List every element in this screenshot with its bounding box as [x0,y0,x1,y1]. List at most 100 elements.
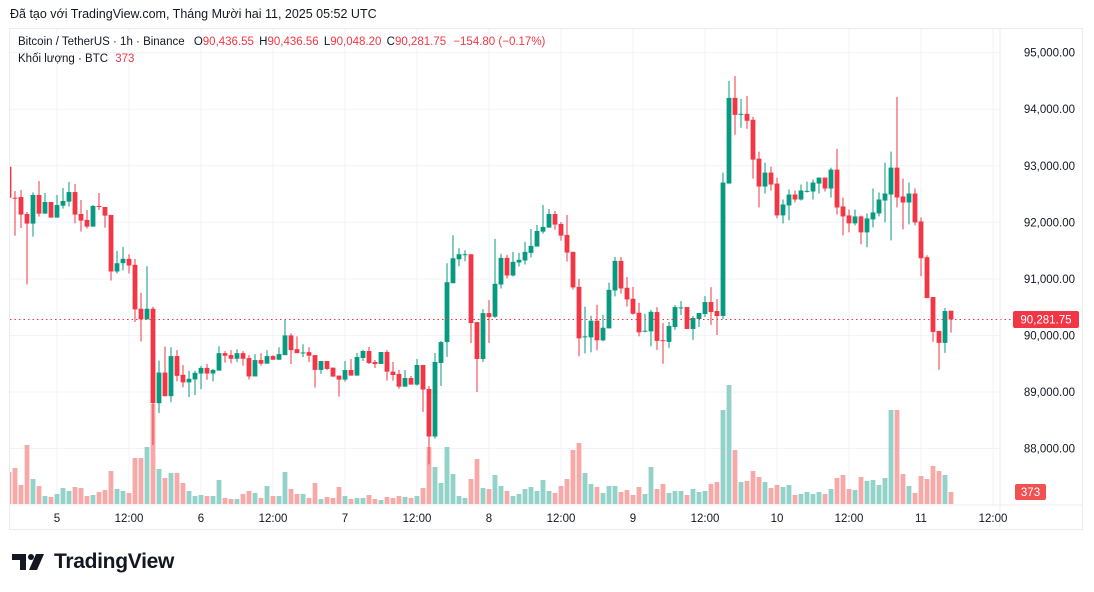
candle-down[interactable] [900,178,906,230]
candle-up[interactable] [156,360,162,414]
candle-down[interactable] [576,278,582,357]
candle-down[interactable] [228,350,234,364]
candle-down[interactable] [126,254,132,274]
candle-up[interactable] [444,263,450,358]
candle-down[interactable] [936,330,942,370]
candle-up[interactable] [876,192,882,217]
candle-down[interactable] [312,355,318,388]
candle-down[interactable] [48,201,54,218]
candle-down[interactable] [474,322,480,392]
candle-down[interactable] [924,255,930,299]
candle-down[interactable] [774,177,780,219]
candle-down[interactable] [618,256,624,294]
candle-up[interactable] [192,370,198,396]
candle-down[interactable] [294,336,300,354]
candle-up[interactable] [666,321,672,348]
symbol-title[interactable]: Bitcoin / TetherUS · 1h · Binance [18,36,185,48]
candle-up[interactable] [864,213,870,248]
candle-up[interactable] [534,224,540,247]
candle-down[interactable] [768,166,774,191]
candle-down[interactable] [384,350,390,381]
candle-down[interactable] [948,310,954,333]
candle-down[interactable] [270,355,276,360]
candle-down[interactable] [792,190,798,203]
candle-down[interactable] [132,258,138,323]
candle-up[interactable] [462,250,468,262]
candle-down[interactable] [822,177,828,192]
candle-up[interactable] [168,347,174,403]
candle-up[interactable] [648,309,654,347]
candle-up[interactable] [690,316,696,340]
candle-down[interactable] [72,184,78,224]
candle-down[interactable] [840,197,846,236]
candle-down[interactable] [258,353,264,366]
candle-up[interactable] [546,209,552,228]
candle-down[interactable] [204,363,210,380]
candle-up[interactable] [414,358,420,386]
candle-down[interactable] [324,361,330,370]
candle-down[interactable] [570,251,576,290]
candle-up[interactable] [816,177,822,194]
candle-down[interactable] [564,215,570,262]
candle-down[interactable] [636,302,642,337]
candle-up[interactable] [66,182,72,207]
candle-up[interactable] [678,301,684,315]
tradingview-logo[interactable]: TradingView [12,550,174,574]
candle-up[interactable] [804,181,810,193]
candle-down[interactable] [912,188,918,226]
candle-down[interactable] [894,96,900,208]
candle-up[interactable] [114,250,120,274]
candle-up[interactable] [234,349,240,363]
candle-down[interactable] [390,361,396,381]
candle-down[interactable] [558,221,564,241]
candle-down[interactable] [366,347,372,365]
candle-down[interactable] [372,359,378,368]
candle-down[interactable] [336,375,342,397]
candle-up[interactable] [342,361,348,382]
volume-title[interactable]: Khối lượng · BTC [18,53,109,65]
candle-down[interactable] [732,76,738,135]
candle-up[interactable] [906,182,912,225]
candle-down[interactable] [84,209,90,229]
candle-up[interactable] [360,350,366,362]
candle-up[interactable] [582,306,588,354]
candle-down[interactable] [468,254,474,344]
candle-down[interactable] [918,217,924,277]
candle-up[interactable] [90,204,96,227]
candle-down[interactable] [750,116,756,179]
candle-up[interactable] [318,361,324,374]
candle-down[interactable] [708,287,714,325]
candle-down[interactable] [246,355,252,380]
candle-up[interactable] [516,252,522,267]
candle-down[interactable] [396,370,402,389]
candle-down[interactable] [18,190,24,228]
candle-up[interactable] [276,347,282,360]
candle-down[interactable] [348,358,354,376]
candle-down[interactable] [12,191,18,236]
candle-up[interactable] [432,353,438,439]
candle-down[interactable] [744,95,750,129]
candle-up[interactable] [42,193,48,214]
candle-up[interactable] [828,167,834,198]
candle-down[interactable] [714,299,720,335]
candle-down[interactable] [306,347,312,363]
candle-up[interactable] [30,192,36,237]
candle-up[interactable] [540,204,546,234]
candle-up[interactable] [606,282,612,329]
candle-up[interactable] [198,365,204,390]
candle-up[interactable] [642,313,648,333]
candle-down[interactable] [858,215,864,245]
candle-up[interactable] [252,354,258,377]
candle-up[interactable] [438,341,444,386]
candle-up[interactable] [942,308,948,353]
candle-down[interactable] [426,385,432,465]
candle-up[interactable] [210,368,216,382]
candle-down[interactable] [630,286,636,315]
candle-down[interactable] [7,166,12,198]
candle-down[interactable] [846,209,852,233]
candle-up[interactable] [798,184,804,201]
candle-down[interactable] [150,306,156,446]
candle-down[interactable] [552,210,558,230]
candle-down[interactable] [102,206,108,228]
